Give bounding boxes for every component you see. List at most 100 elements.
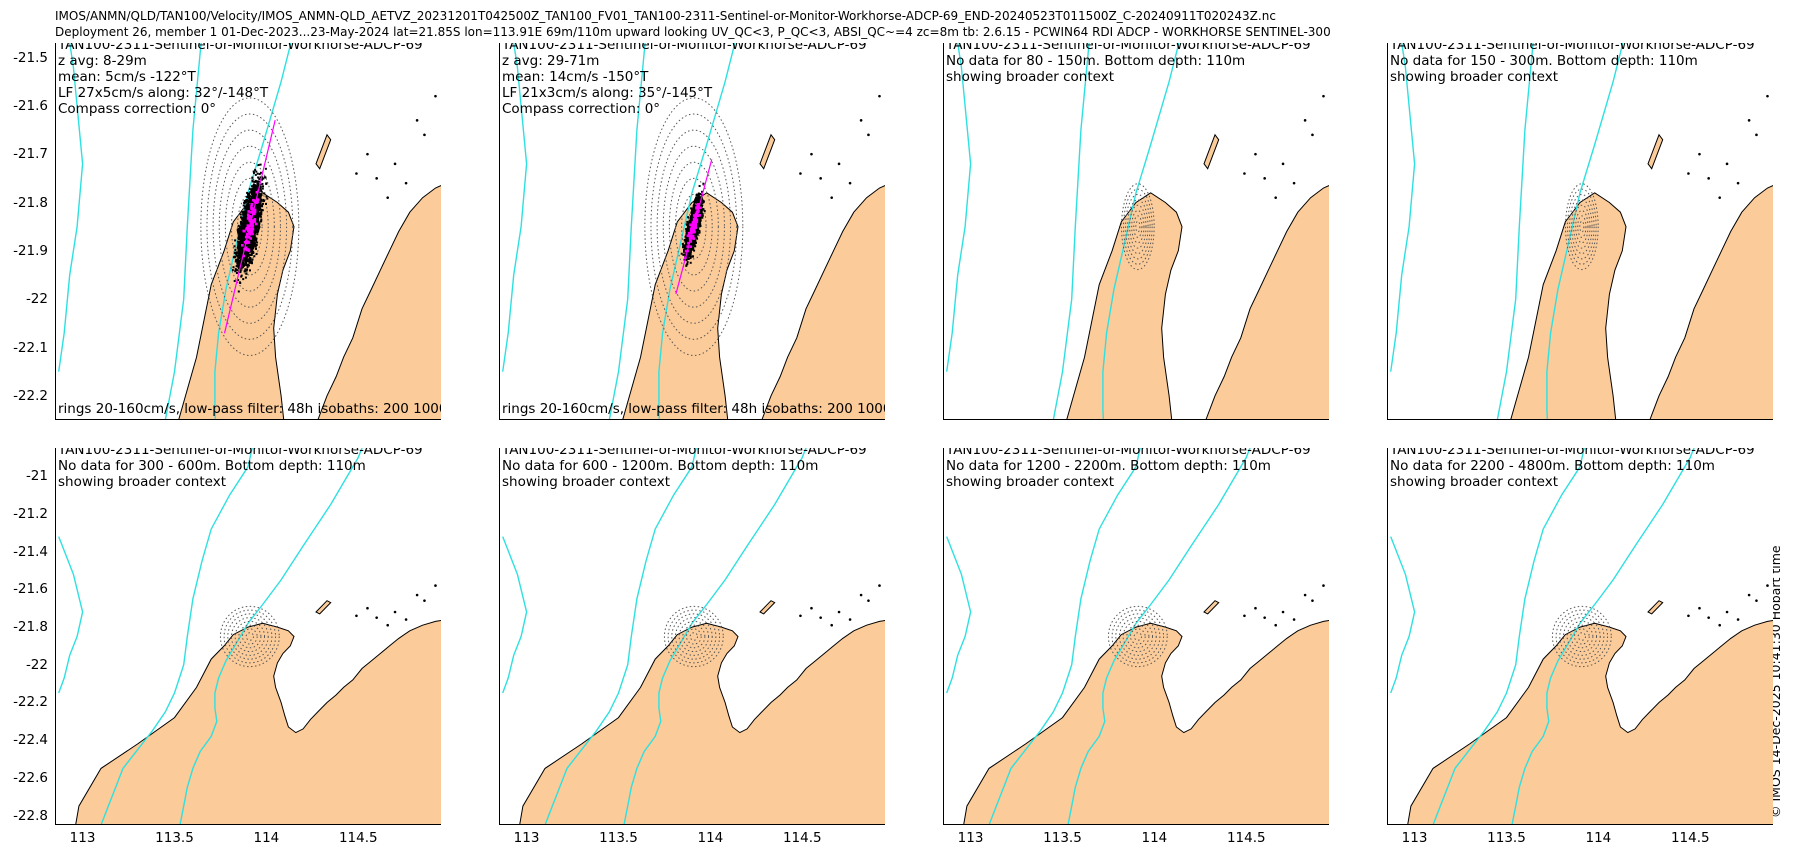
scatter-point (254, 184, 257, 187)
speed-ring-6 (656, 129, 732, 324)
lowpass-point (247, 241, 251, 244)
lowpass-point (251, 227, 254, 230)
scatter-point (264, 167, 267, 170)
scatter-point (236, 251, 239, 254)
lowpass-point (256, 198, 260, 201)
scatter-point (698, 198, 701, 201)
scatter-point (239, 220, 242, 223)
scatter-point (252, 191, 255, 194)
scatter-point (248, 253, 251, 256)
scatter-point (689, 218, 692, 221)
lowpass-point (248, 227, 252, 231)
scatter-point (239, 225, 241, 228)
panel-footer: rings 20-160cm/s, low-pass filter: 48h i… (58, 401, 441, 417)
scatter-point (253, 244, 256, 247)
scatter-point (241, 266, 244, 269)
scatter-point (245, 206, 248, 209)
lowpass-scatter (241, 191, 260, 258)
scatter-point (240, 233, 243, 236)
scatter-point (260, 213, 263, 216)
lowpass-point (252, 198, 255, 202)
scatter-point (238, 249, 241, 252)
scatter-point (260, 194, 263, 196)
scatter-point (686, 220, 689, 223)
lowpass-point (250, 231, 253, 234)
scatter-point (254, 196, 257, 199)
scatter-point (695, 198, 698, 201)
islet (366, 152, 369, 156)
scatter-point (258, 222, 261, 225)
lowpass-point (253, 212, 256, 216)
scatter-point (697, 192, 700, 195)
scatter-point (701, 213, 704, 216)
scatter-point (248, 258, 251, 260)
scatter-point (251, 262, 253, 265)
scatter-point (248, 193, 250, 196)
scatter-point (683, 245, 686, 248)
lowpass-point (247, 210, 250, 213)
scatter-point (259, 189, 262, 192)
scatter-point (243, 257, 246, 260)
scatter-point (693, 249, 696, 252)
scatter-point (695, 228, 698, 231)
scatter-point (251, 235, 253, 238)
scatter-point (258, 194, 261, 197)
scatter-point (696, 196, 699, 199)
lowpass-point (688, 234, 692, 238)
scatter-point (686, 223, 689, 226)
isobath-line-1 (658, 43, 736, 420)
speed-ring-5 (218, 145, 281, 308)
panel-2: TAN100-2311-Sentinel-or-Monitor-Workhors… (499, 43, 885, 420)
isobath-line-2 (164, 43, 202, 420)
speed-ring-3 (230, 177, 269, 276)
scatter-point (234, 239, 237, 242)
scatter-point (688, 247, 691, 250)
scatter-point (258, 199, 261, 202)
scatter-point (250, 260, 253, 263)
lowpass-point (249, 229, 252, 233)
scatter-point (689, 261, 692, 264)
scatter-point (702, 201, 705, 204)
scatter-point (693, 202, 696, 205)
scatter-point (265, 195, 268, 198)
lowpass-point (253, 220, 257, 223)
scatter-point (692, 233, 695, 236)
scatter-point (700, 205, 703, 208)
scatter-point (244, 276, 247, 279)
scatter-point (233, 252, 236, 254)
island (315, 133, 332, 170)
scatter-point (248, 207, 251, 210)
isobath-line-3 (502, 43, 528, 372)
scatter-point (697, 224, 700, 227)
scatter-point (238, 234, 241, 237)
scatter-point (257, 215, 260, 218)
scatter-point (697, 198, 700, 201)
scatter-point (685, 230, 688, 233)
scatter-point (238, 230, 241, 233)
scatter-point (244, 220, 247, 223)
scatter-point (690, 207, 693, 210)
scatter-point (257, 204, 260, 207)
lowpass-point (253, 218, 257, 221)
scatter-point (244, 218, 247, 221)
speed-ring-8 (200, 97, 300, 356)
scatter-point (252, 192, 255, 195)
scatter-point (237, 229, 239, 232)
scatter-point (237, 224, 240, 227)
scatter-point (249, 269, 251, 272)
lowpass-point (255, 201, 258, 204)
scatter-point (241, 219, 244, 222)
scatter-point (699, 196, 702, 199)
scatter-point (249, 191, 252, 194)
scatter-point (234, 260, 237, 263)
scatter-point (239, 269, 242, 272)
scatter-point (248, 261, 251, 264)
scatter-point (246, 202, 249, 205)
scatter-point (257, 227, 260, 230)
scatter-point (257, 180, 260, 183)
scatter-point (259, 171, 262, 174)
scatter-point (254, 238, 257, 241)
scatter-point (245, 254, 248, 257)
scatter-point (250, 254, 253, 256)
scatter-point (239, 231, 242, 234)
